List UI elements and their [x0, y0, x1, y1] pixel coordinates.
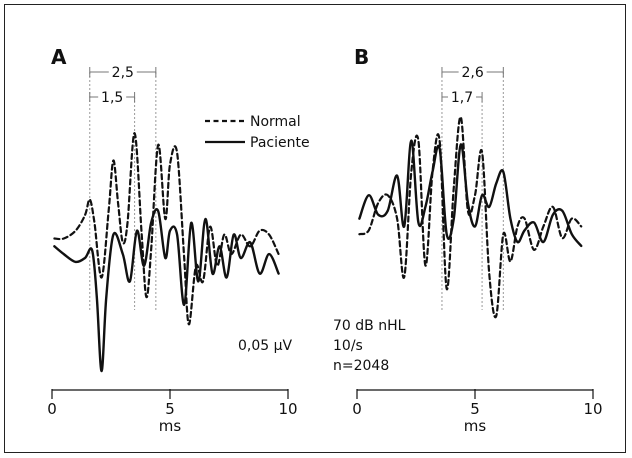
panel-a-annotation: 0,05 µV — [238, 338, 293, 354]
legend-normal-label: Normal — [250, 114, 301, 130]
panel-a-x-tick-label: 10 — [278, 400, 297, 418]
panel-b-interval-label: 1,7 — [451, 90, 473, 106]
panel-b-x-tick-label: 10 — [583, 400, 602, 418]
panel-b-label: B — [354, 45, 369, 69]
panel-b-x-axis-label: ms — [464, 417, 487, 435]
panel-b-x-tick-label: 0 — [352, 400, 362, 418]
panel-b-paciente-trace — [358, 139, 583, 248]
panel-b-annotation: 70 dB nHL — [333, 318, 406, 334]
panel-a-x-tick-label: 5 — [165, 400, 175, 418]
figure-frame — [4, 4, 626, 453]
panel-b-annotation: 10/s — [333, 338, 363, 354]
panel-b-annotation: n=2048 — [333, 358, 389, 374]
panel-a-normal-trace — [53, 132, 280, 326]
panel-a-traces — [53, 132, 280, 373]
panel-b-interval-label: 2,6 — [462, 65, 484, 81]
panel-b-traces — [358, 116, 583, 319]
panel-b-x-tick-label: 5 — [470, 400, 480, 418]
panel-a-x-axis-label: ms — [159, 417, 182, 435]
legend-paciente-label: Paciente — [250, 135, 310, 151]
panel-a-interval-label: 2,5 — [112, 65, 134, 81]
panel-a-interval-label: 1,5 — [101, 90, 123, 106]
panel-a-x-tick-label: 0 — [47, 400, 57, 418]
panel-a-label: A — [51, 45, 67, 69]
panel-a-paciente-trace — [53, 208, 280, 373]
panel-b-normal-trace — [358, 116, 583, 319]
